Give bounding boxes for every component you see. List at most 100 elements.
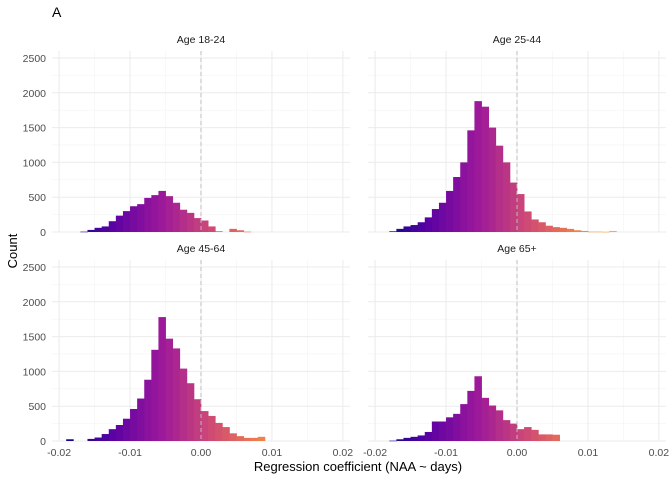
histogram-bar xyxy=(517,429,525,441)
histogram-bar xyxy=(122,211,131,232)
x-tick-label: -0.01 xyxy=(118,447,142,459)
histogram-bar xyxy=(130,408,138,441)
histogram-bar xyxy=(179,368,188,441)
histogram-bar xyxy=(396,439,404,441)
x-tick-label: 0.02 xyxy=(649,447,670,459)
histogram-bar xyxy=(488,127,497,232)
histogram-bar xyxy=(424,431,433,441)
histogram-bar xyxy=(453,413,461,441)
histogram-bar xyxy=(101,434,110,441)
x-axis-ticks: -0.02 -0.01 0.00 0.01 0.02 -0.02 -0.01 0.00 0.01… xyxy=(47,447,669,459)
histogram-bar xyxy=(481,397,490,441)
figure-tag: A xyxy=(52,4,62,20)
histogram-bar xyxy=(243,231,252,233)
histogram-bar xyxy=(524,427,532,441)
histogram-bar xyxy=(137,204,145,232)
histogram-bar xyxy=(488,405,497,441)
facet-title: Age 18-24 xyxy=(177,34,226,46)
histogram-bar xyxy=(172,348,181,441)
histogram-bar xyxy=(101,226,110,232)
facet-title: Age 65+ xyxy=(497,243,536,255)
histogram-bar xyxy=(193,218,202,232)
histogram-bar xyxy=(396,228,404,232)
histogram-bar xyxy=(573,230,582,232)
facet-panel: Age 65+ xyxy=(368,243,666,442)
y-tick-label: 0 xyxy=(40,227,46,239)
y-tick-label: 500 xyxy=(28,192,46,204)
histogram-bar xyxy=(481,106,490,232)
x-tick-label: 0.01 xyxy=(578,447,599,459)
histogram-bar xyxy=(438,202,447,232)
histogram-bar xyxy=(410,225,419,232)
histogram-bar xyxy=(559,227,568,232)
facet-title: Age 25-44 xyxy=(493,34,542,46)
y-tick-label: 500 xyxy=(28,401,46,413)
x-tick-label: 0.02 xyxy=(333,447,354,459)
histogram-bar xyxy=(580,230,589,232)
histogram-bar xyxy=(165,196,174,232)
histogram-bar xyxy=(531,219,539,232)
y-tick-label: 1500 xyxy=(23,123,47,135)
histogram-bar xyxy=(151,349,159,441)
histogram-bar xyxy=(186,212,195,232)
y-tick-label: 0 xyxy=(40,436,46,448)
histogram-bar xyxy=(250,437,259,441)
facet-panel: Age 25-44 xyxy=(368,34,666,233)
histogram-bar xyxy=(552,227,560,232)
y-axis-title: Count xyxy=(5,233,20,268)
histogram-bar xyxy=(158,317,166,441)
histogram-bar xyxy=(595,231,603,233)
facet-panels: Age 18-24 Age 25-44 Age 45-64 Age 65+ xyxy=(52,34,666,442)
histogram-bar xyxy=(165,338,174,441)
histogram-bar xyxy=(403,437,411,441)
histogram-bar xyxy=(403,226,411,232)
facet-panel: Age 18-24 xyxy=(52,34,350,233)
y-tick-label: 2000 xyxy=(23,297,47,309)
y-axis-ticks: 0 500 1000 1500 2000 2500 0 500 1000 1500 2000 2500 xyxy=(23,53,47,448)
histogram-bar xyxy=(566,228,575,232)
histogram-bar xyxy=(417,435,426,441)
y-tick-label: 2500 xyxy=(23,262,47,274)
histogram-bar xyxy=(524,211,532,232)
histogram-bar xyxy=(509,182,518,232)
x-axis-title: Regression coefficient (NAA ~ days) xyxy=(254,459,462,474)
histogram-bar xyxy=(538,222,546,232)
histogram-bar xyxy=(122,418,131,441)
histogram-bar xyxy=(453,177,461,232)
histogram-bar xyxy=(431,209,440,232)
histogram-bar xyxy=(552,434,560,441)
histogram-bar xyxy=(172,202,181,232)
histogram-bar xyxy=(115,215,124,232)
histogram-bar xyxy=(538,434,546,441)
histogram-bar xyxy=(517,194,525,232)
histogram-bar xyxy=(460,404,468,441)
histogram-bar xyxy=(179,209,188,232)
histogram-bar xyxy=(495,410,504,441)
histogram-bar xyxy=(215,422,223,441)
histogram-bar xyxy=(87,229,95,232)
histogram-bar xyxy=(158,190,166,232)
y-tick-label: 1000 xyxy=(23,157,47,169)
histogram-bar xyxy=(474,376,482,441)
histogram-bar xyxy=(137,398,145,441)
y-tick-label: 1500 xyxy=(23,332,47,344)
histogram-bar xyxy=(236,436,244,441)
histogram-bar xyxy=(222,427,230,441)
histogram-bar xyxy=(609,230,617,232)
histogram-bar xyxy=(144,197,152,232)
histogram-bar xyxy=(186,383,195,441)
histogram-bar xyxy=(438,421,447,441)
histogram-bar xyxy=(417,222,426,232)
histogram-bar xyxy=(495,145,504,232)
facet-title: Age 45-64 xyxy=(177,243,226,255)
y-tick-label: 1000 xyxy=(23,366,47,378)
histogram-bar xyxy=(410,436,419,441)
histogram-bar xyxy=(545,225,553,232)
histogram-bar xyxy=(474,101,482,233)
histogram-bar xyxy=(201,411,209,441)
histogram-bar xyxy=(115,424,124,441)
histogram-bar xyxy=(229,433,237,441)
histogram-bar xyxy=(80,231,88,233)
y-tick-label: 2500 xyxy=(23,53,47,65)
